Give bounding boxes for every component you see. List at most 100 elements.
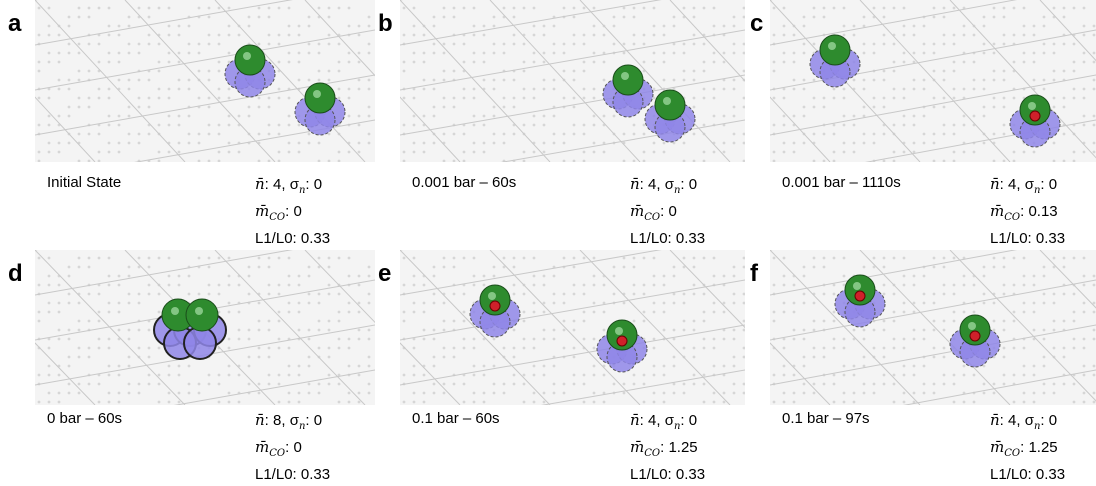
grid-line (489, 250, 641, 405)
dot (307, 42, 311, 46)
dot (922, 78, 926, 82)
condition-label: 0.001 bar – 60s (412, 174, 517, 191)
dot (287, 24, 291, 28)
dot (277, 123, 281, 127)
dot (992, 328, 996, 332)
dot (327, 6, 331, 10)
dot (572, 159, 576, 162)
dot (682, 6, 686, 10)
dot (942, 105, 946, 109)
dot (257, 391, 261, 395)
dot (612, 114, 616, 118)
dot (442, 78, 446, 82)
dot (107, 364, 111, 368)
dot (712, 400, 716, 404)
dot (257, 256, 261, 260)
dot (572, 42, 576, 46)
dot (1032, 24, 1036, 28)
dot (822, 6, 826, 10)
cluster (644, 89, 696, 143)
dot (1032, 283, 1036, 287)
dot (802, 105, 806, 109)
symbol: m̄ (630, 202, 645, 220)
dot (522, 87, 526, 91)
dot (692, 355, 696, 359)
dot (672, 364, 676, 368)
dot (592, 96, 596, 100)
dot (702, 42, 706, 46)
dot (177, 274, 181, 278)
dot (197, 256, 201, 260)
value: 0.33 (1035, 230, 1066, 247)
dot (912, 373, 916, 377)
dot (357, 114, 361, 118)
dot (932, 105, 936, 109)
dot (157, 310, 161, 314)
dot (652, 51, 656, 55)
dot (812, 15, 816, 19)
dot (187, 87, 191, 91)
highlight (828, 42, 836, 50)
dot (962, 283, 966, 287)
dot (952, 310, 956, 314)
symbol: σ (1024, 412, 1034, 429)
dot (672, 274, 676, 278)
dot (47, 256, 51, 260)
dot (147, 355, 151, 359)
dot (67, 105, 71, 109)
dot (812, 391, 816, 395)
dot (662, 274, 666, 278)
dot (892, 87, 896, 91)
dot (277, 150, 281, 154)
dot (1072, 150, 1076, 154)
dot (37, 6, 41, 10)
dot (287, 150, 291, 154)
dot (367, 24, 371, 28)
dot (462, 400, 466, 404)
dot (882, 69, 886, 73)
dot (902, 150, 906, 154)
dot (522, 256, 526, 260)
dot (77, 96, 81, 100)
dot (922, 87, 926, 91)
dot (107, 114, 111, 118)
grid-line (400, 324, 745, 386)
dot (542, 150, 546, 154)
dot (512, 105, 516, 109)
value: 0 (293, 203, 302, 220)
cluster (469, 284, 521, 338)
dot (227, 24, 231, 28)
dot (652, 60, 656, 64)
dot (572, 78, 576, 82)
dot (602, 114, 606, 118)
dot (982, 141, 986, 145)
dot (337, 42, 341, 46)
dot (1022, 310, 1026, 314)
dot (87, 292, 91, 296)
value: 4 (1008, 176, 1017, 193)
dot (147, 346, 151, 350)
subscript: n (673, 421, 681, 432)
dot (412, 391, 416, 395)
dot (672, 141, 676, 145)
dot (582, 256, 586, 260)
dot (602, 141, 606, 145)
dot (652, 274, 656, 278)
dot (792, 33, 796, 37)
dot (492, 141, 496, 145)
dot (642, 319, 646, 323)
dot (812, 78, 816, 82)
dot (552, 328, 556, 332)
dot (832, 310, 836, 314)
dot (562, 346, 566, 350)
dot (682, 141, 686, 145)
dot (862, 51, 866, 55)
dot (1042, 355, 1046, 359)
dot (87, 6, 91, 10)
dot (327, 382, 331, 386)
separator: : (264, 176, 274, 193)
dot (712, 310, 716, 314)
dot (492, 51, 496, 55)
dot (107, 87, 111, 91)
dot (702, 292, 706, 296)
